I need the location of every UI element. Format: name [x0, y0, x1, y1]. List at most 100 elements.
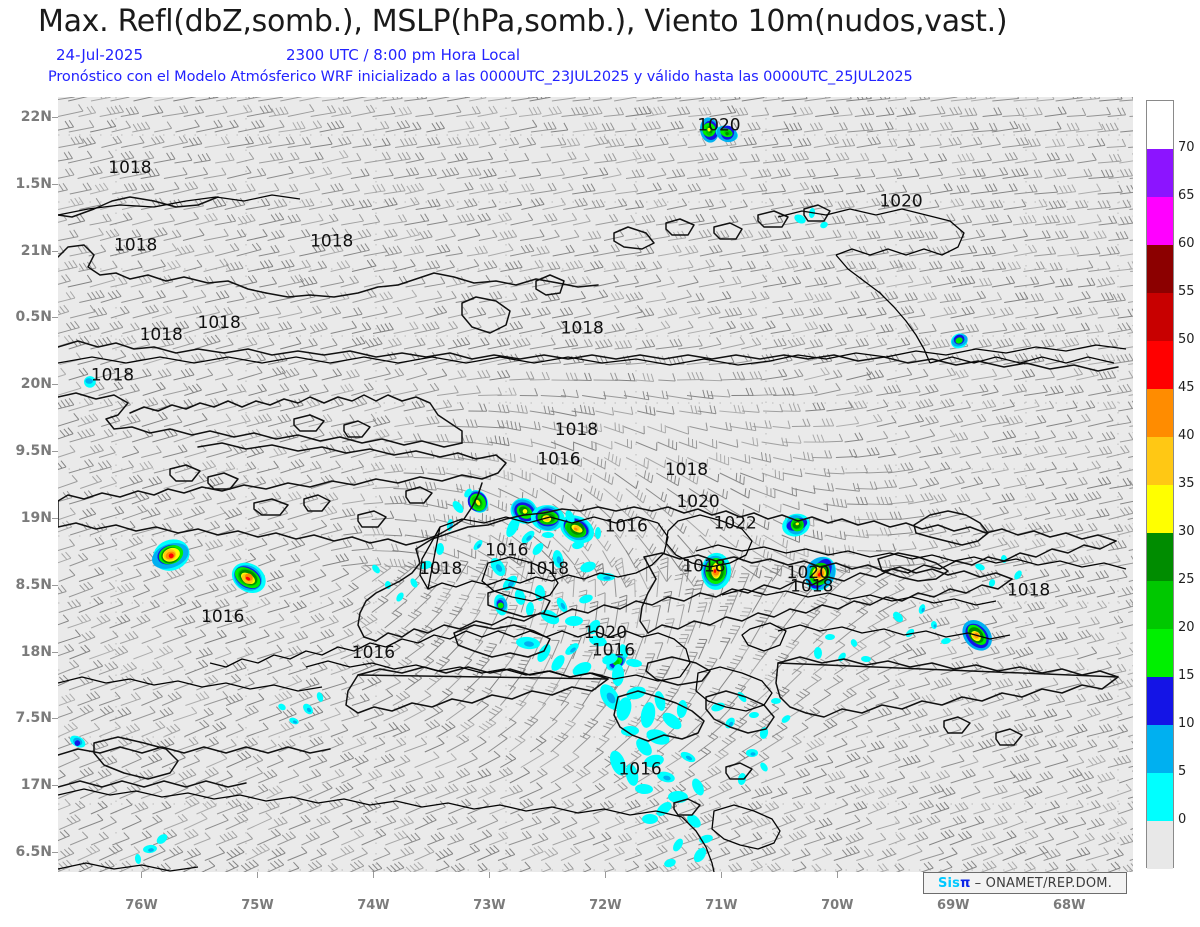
isobar-label: 1018	[665, 460, 708, 480]
wind-barb	[867, 153, 887, 164]
wind-barb	[175, 119, 200, 133]
wind-barb	[447, 182, 474, 195]
wind-barb	[1023, 169, 1043, 179]
wind-barb	[101, 135, 123, 148]
longitude-tick	[489, 872, 491, 878]
wind-barb	[342, 97, 370, 102]
wind-barb	[280, 213, 302, 226]
colorbar-band	[1147, 245, 1173, 293]
credit-badge: Sis π – ONAMET/REP.DOM.	[923, 872, 1127, 894]
wind-barb	[741, 97, 765, 102]
wind-barb	[992, 183, 1018, 195]
latitude-tick-label: 9.5N	[15, 443, 52, 460]
wind-barb	[258, 119, 285, 133]
wind-barb	[667, 106, 691, 117]
wind-barb	[214, 119, 239, 133]
wind-barb	[236, 183, 256, 195]
latitude-tick-label: 7.5N	[15, 710, 52, 727]
isobar-label: 1018	[555, 420, 598, 440]
wind-barb	[236, 151, 255, 164]
wind-barb	[553, 182, 574, 195]
wind-barb	[887, 152, 913, 164]
wind-barb	[319, 213, 339, 226]
wind-barb	[846, 97, 872, 102]
wind-barb	[1022, 107, 1043, 117]
wind-barb	[825, 152, 850, 164]
wind-barb	[268, 136, 295, 148]
wind-barb	[856, 136, 881, 148]
wind-barb	[1066, 199, 1089, 210]
wind-barb	[246, 104, 273, 117]
longitude-tick-label: 75W	[241, 898, 274, 913]
reflectivity-colorbar[interactable]	[1146, 100, 1174, 869]
wind-barb	[825, 122, 848, 133]
wind-barb	[415, 167, 437, 179]
wind-barb	[182, 136, 203, 148]
isobar-label: 1016	[485, 540, 528, 560]
wind-barb	[1034, 184, 1059, 195]
wind-barb	[614, 214, 636, 226]
colorbar-band	[1147, 485, 1173, 533]
wind-barb	[140, 168, 160, 179]
wind-barb	[678, 182, 701, 195]
colorbar-tick-label: 0	[1178, 812, 1187, 827]
wind-barb	[99, 167, 120, 179]
wind-barb	[762, 97, 785, 102]
wind-barb	[89, 150, 114, 164]
wind-barb	[477, 105, 498, 117]
wind-barb	[434, 104, 462, 117]
wind-barb	[267, 198, 288, 210]
isobar-label: 1018	[682, 556, 725, 576]
wind-barb	[918, 106, 946, 117]
longitude-tick	[373, 872, 375, 878]
echo-blob	[603, 576, 611, 580]
latitude-tick-label: 21N	[20, 242, 52, 259]
colorbar-tick-label: 25	[1178, 572, 1195, 587]
wind-barb	[605, 137, 625, 148]
latitude-tick	[52, 250, 58, 252]
wind-barb	[636, 182, 662, 195]
wind-barb	[206, 198, 227, 210]
wind-barb	[1086, 106, 1111, 117]
wind-barb	[518, 106, 542, 117]
wind-barb	[833, 168, 861, 179]
wind-barb	[615, 183, 639, 195]
wind-barb	[287, 136, 312, 148]
wind-barb	[951, 152, 975, 164]
wind-barb	[951, 121, 979, 133]
wind-barb	[259, 151, 284, 164]
wind-barb	[562, 166, 588, 179]
wind-barb	[331, 136, 352, 148]
map-panel[interactable]: 1018 1018 1018 1018 1018 1018 1020 1020 1018 1018…	[58, 97, 1133, 872]
wind-barb	[971, 97, 996, 102]
wind-barb	[1036, 97, 1055, 102]
latitude-tick-label: 22N	[20, 109, 52, 126]
longitude-tick	[721, 872, 723, 878]
wind-barb	[847, 122, 874, 133]
wind-barb	[58, 196, 84, 210]
wind-barb	[771, 168, 791, 179]
wind-barb	[1108, 168, 1133, 179]
wind-barb	[469, 182, 494, 195]
wind-barb	[1075, 121, 1104, 133]
wind-barb	[930, 183, 953, 195]
wind-barb	[394, 106, 413, 117]
wind-barb	[466, 151, 494, 164]
wind-barb	[437, 136, 462, 148]
colorbar-tick-label: 15	[1178, 668, 1195, 683]
latitude-tick	[52, 584, 58, 586]
model-description: Pronóstico con el Modelo Atmósferico WRF…	[48, 69, 913, 85]
wind-barb	[615, 122, 636, 133]
wind-barb	[154, 97, 174, 102]
colorbar-tick-label: 60	[1178, 236, 1195, 251]
colorbar-band	[1147, 437, 1173, 485]
wind-barb	[804, 97, 831, 102]
wind-barb	[750, 198, 775, 210]
wind-barb	[637, 152, 656, 164]
wind-barb	[1023, 198, 1048, 210]
wind-barb	[352, 198, 373, 210]
colorbar-tick-label: 35	[1178, 476, 1195, 491]
wind-barb	[950, 97, 977, 102]
wind-barb	[521, 197, 545, 210]
latitude-tick	[52, 785, 58, 787]
